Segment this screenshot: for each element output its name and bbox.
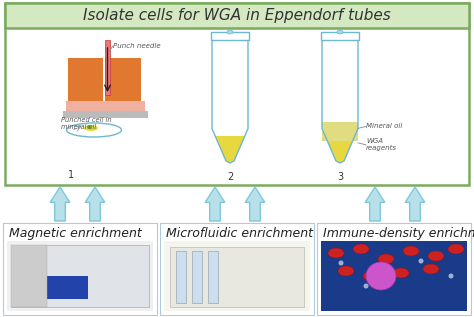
- Ellipse shape: [337, 30, 343, 34]
- FancyBboxPatch shape: [321, 241, 467, 311]
- Polygon shape: [365, 187, 385, 221]
- Text: Isolate cells for WGA in Eppendorf tubes: Isolate cells for WGA in Eppendorf tubes: [83, 8, 391, 23]
- Bar: [63, 111, 148, 118]
- Polygon shape: [322, 122, 358, 141]
- Ellipse shape: [87, 125, 91, 129]
- Polygon shape: [205, 187, 225, 221]
- FancyBboxPatch shape: [5, 3, 469, 185]
- Ellipse shape: [338, 261, 344, 266]
- Ellipse shape: [328, 248, 344, 258]
- FancyBboxPatch shape: [160, 223, 314, 315]
- Bar: [123, 58, 141, 103]
- Polygon shape: [245, 187, 265, 221]
- Bar: [11, 245, 47, 307]
- Bar: [208, 251, 218, 303]
- Ellipse shape: [353, 244, 369, 254]
- Ellipse shape: [84, 125, 98, 131]
- Polygon shape: [50, 187, 70, 221]
- Ellipse shape: [448, 274, 454, 279]
- Bar: [105, 40, 110, 95]
- Text: Punch needle: Punch needle: [113, 43, 161, 49]
- Ellipse shape: [363, 271, 379, 281]
- FancyBboxPatch shape: [7, 241, 153, 311]
- Ellipse shape: [419, 258, 423, 263]
- Ellipse shape: [338, 266, 354, 276]
- Polygon shape: [215, 136, 245, 163]
- Bar: [68, 58, 86, 103]
- FancyBboxPatch shape: [3, 223, 157, 315]
- Text: Microfluidic enrichment: Microfluidic enrichment: [166, 227, 313, 240]
- Ellipse shape: [227, 30, 233, 34]
- Text: 3: 3: [337, 172, 343, 182]
- Ellipse shape: [423, 264, 439, 274]
- Text: 2: 2: [227, 172, 233, 182]
- Text: Mineral oil: Mineral oil: [366, 123, 402, 129]
- Polygon shape: [327, 141, 353, 163]
- Polygon shape: [211, 32, 249, 40]
- Bar: [105, 58, 123, 103]
- Ellipse shape: [66, 123, 121, 137]
- Bar: [15, 276, 88, 299]
- Text: Magnetic enrichment: Magnetic enrichment: [9, 227, 142, 240]
- Ellipse shape: [364, 283, 368, 288]
- Bar: [85, 58, 103, 103]
- FancyBboxPatch shape: [164, 241, 310, 311]
- Bar: [176, 251, 186, 303]
- Bar: [11, 245, 149, 307]
- Ellipse shape: [393, 268, 409, 278]
- Ellipse shape: [403, 246, 419, 256]
- Text: WGA
reagents: WGA reagents: [366, 138, 397, 152]
- FancyBboxPatch shape: [5, 3, 469, 28]
- Bar: [66, 101, 145, 111]
- Text: Punched cell in
mineral oil: Punched cell in mineral oil: [61, 117, 111, 130]
- Text: Immune-density enrichment: Immune-density enrichment: [323, 227, 474, 240]
- Polygon shape: [321, 32, 359, 40]
- Ellipse shape: [378, 254, 394, 264]
- FancyBboxPatch shape: [317, 223, 471, 315]
- Text: 1: 1: [68, 170, 74, 180]
- Ellipse shape: [428, 251, 444, 261]
- Bar: [192, 251, 202, 303]
- Polygon shape: [85, 187, 105, 221]
- Bar: [170, 247, 304, 307]
- Ellipse shape: [448, 244, 464, 254]
- Ellipse shape: [366, 262, 396, 290]
- Polygon shape: [405, 187, 425, 221]
